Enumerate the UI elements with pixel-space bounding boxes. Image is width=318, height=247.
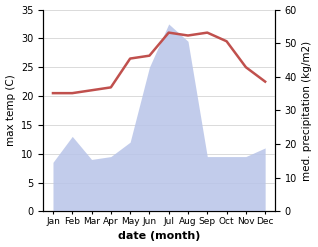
Y-axis label: max temp (C): max temp (C) [5, 75, 16, 146]
X-axis label: date (month): date (month) [118, 231, 200, 242]
Y-axis label: med. precipitation (kg/m2): med. precipitation (kg/m2) [302, 40, 313, 181]
